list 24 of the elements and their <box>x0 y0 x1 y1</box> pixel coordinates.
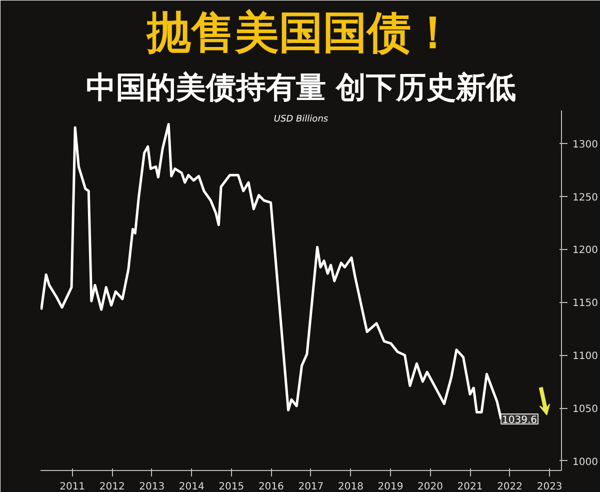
x-tick-label: 2014 <box>178 482 204 492</box>
y-tick-label: 1150 <box>572 298 598 310</box>
x-tick-label: 2017 <box>298 482 324 492</box>
y-tick-label: 1050 <box>572 404 598 416</box>
x-tick-label: 2020 <box>418 482 443 492</box>
x-tick-label: 2023 <box>536 482 562 492</box>
y-tick-label: 1000 <box>572 456 598 468</box>
x-tick-label: 2016 <box>258 482 284 492</box>
x-tick-label: 2013 <box>139 482 165 492</box>
annotation: 1039.6 <box>502 415 538 426</box>
x-tick-label: 2015 <box>218 482 244 492</box>
y-tick-label: 1250 <box>572 192 598 204</box>
x-tick-label: 2019 <box>378 482 404 492</box>
chart-subtitle: 中国的美债持有量 创下历史新低 <box>86 70 516 106</box>
annotation: USD Billions <box>274 114 328 124</box>
x-tick-label: 2018 <box>338 482 364 492</box>
y-tick-label: 1300 <box>572 139 598 150</box>
y-tick-label: 1200 <box>572 245 598 256</box>
x-tick-label: 2011 <box>60 482 86 492</box>
x-tick-label: 2022 <box>497 482 523 492</box>
chart-title: 抛售美国国债！ <box>146 8 455 58</box>
x-tick-label: 2012 <box>99 482 125 492</box>
y-tick-label: 1100 <box>572 351 598 362</box>
x-tick-label: 2021 <box>457 482 483 492</box>
